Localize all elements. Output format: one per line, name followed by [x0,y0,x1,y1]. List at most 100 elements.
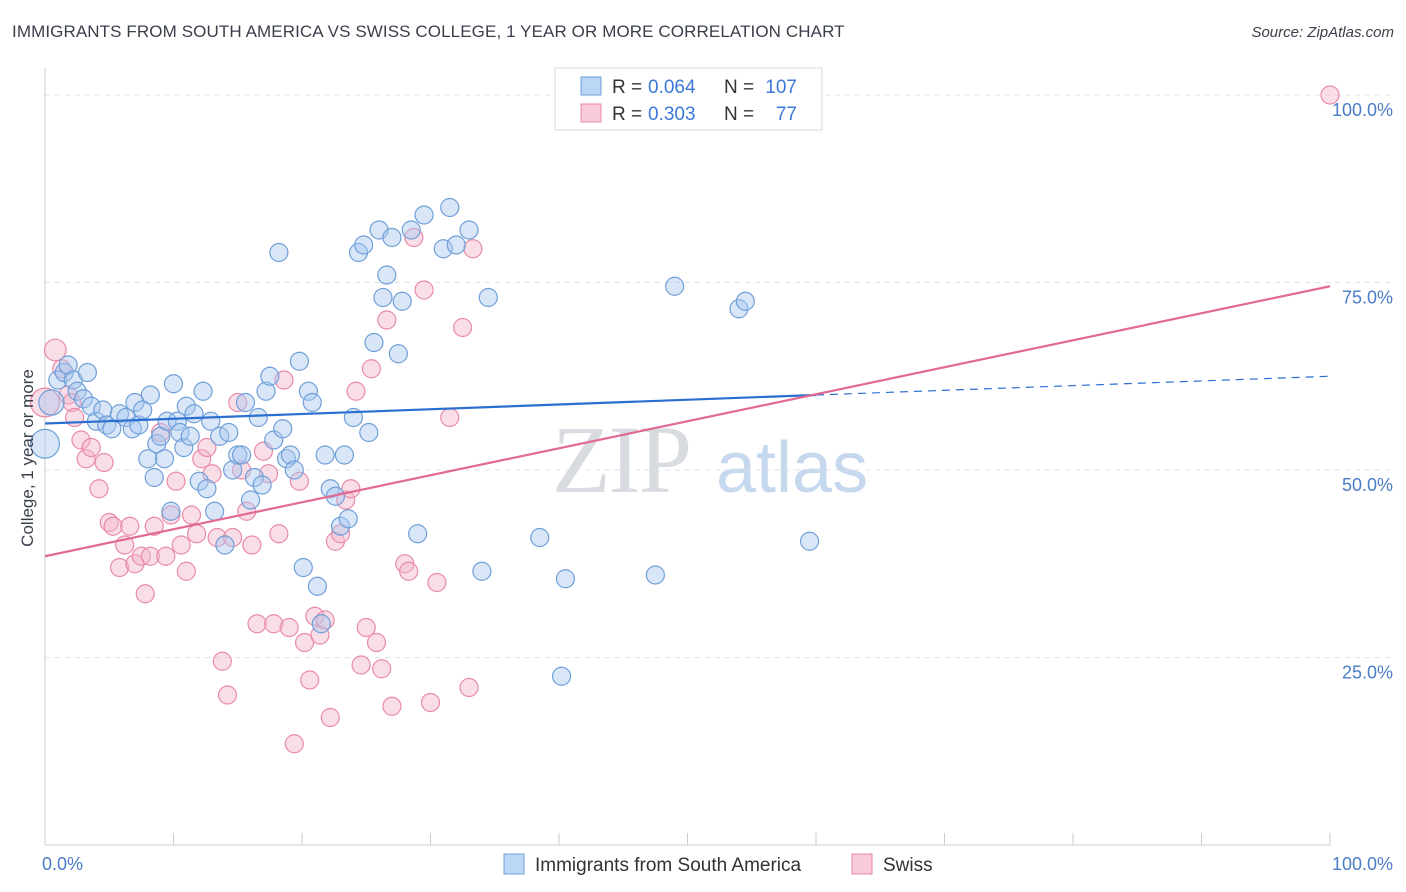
south-america-point [354,235,374,255]
south-america-point [392,291,412,311]
legend-pink-r-value: 0.303 [648,104,696,125]
south-america-point [215,535,235,555]
swiss-point [64,407,85,428]
trend-lines [44,285,1331,558]
swiss-point [279,617,299,638]
swiss-point [361,359,381,379]
south-america-point [302,392,322,413]
south-america-point [530,527,550,548]
south-america-point [58,355,78,375]
south-america-point [138,449,158,469]
swiss-point [269,524,289,544]
swiss-point [377,310,397,330]
south-america-point [280,445,301,465]
swiss-points [30,85,1340,754]
bottom-legend-swatch-blue [503,853,525,875]
swiss-point [81,437,101,458]
south-america-point [273,419,293,439]
swiss-point [315,610,335,630]
y-tick-label: 50.0% [1342,475,1393,495]
swiss-point [382,696,402,716]
south-america-point [180,426,200,446]
bottom-legend-pink-label: Swiss [883,855,933,876]
swiss-point [463,239,483,259]
y-axis-title: College, 1 year or more [18,369,37,547]
south-america-point [67,381,87,401]
swiss-point [284,734,304,754]
south-america-point [184,404,204,424]
swiss-point [289,471,310,491]
south-america-point [433,239,453,259]
south-america-point [446,235,466,255]
south-america-point [161,501,181,521]
bottom-legend-swatch-pink [851,853,873,875]
gridlines [45,94,1393,658]
south-america-point [125,392,145,413]
watermark-zip: ZIP [552,406,690,513]
south-america-point [77,362,98,383]
south-america-point [729,299,749,319]
swiss-point [187,524,207,544]
south-america-point [289,351,310,371]
swiss-point [242,535,262,555]
swiss-point [62,392,82,413]
south-america-point [799,531,820,551]
swiss-point [404,227,424,248]
swiss-point [144,516,164,536]
south-america-point [472,561,492,581]
swiss-point [71,430,91,450]
swiss-point [414,280,434,300]
swiss-point [351,655,371,675]
x-tick-label-max: 100.0% [1332,854,1393,874]
swiss-point [109,557,130,578]
swiss-point [171,535,191,555]
swiss-point [30,387,60,418]
swiss-point [89,479,109,499]
legend-blue-r-label: R = [612,77,647,98]
south-america-point [154,449,175,469]
south-america-point [307,576,328,596]
south-america-trend-line [44,393,817,425]
swiss-point [135,584,155,604]
south-america-point [377,265,397,285]
south-america-point [382,227,402,248]
swiss-point [346,381,366,401]
legend-swatch-blue [580,76,602,96]
source-credit: Source: ZipAtlas.com [1251,24,1394,41]
chart-title: IMMIGRANTS FROM SOUTH AMERICA VS SWISS C… [12,22,845,41]
south-america-point [645,565,665,585]
swiss-point [264,614,284,634]
swiss-point [330,524,351,544]
swiss-point [228,392,248,413]
swiss-point [420,692,441,713]
swiss-point [320,707,340,728]
south-america-point [197,479,217,499]
south-america-point [364,332,384,353]
south-america-point [102,419,122,439]
top-legend: R = 0.064 N = 107 R = 0.303 N = 77 [554,67,823,131]
swiss-point [459,677,479,698]
swiss-point [453,317,473,338]
south-america-point [174,437,194,458]
south-america-point [315,445,335,465]
swiss-point [43,338,67,362]
axes [44,68,1331,846]
legend-blue-n-value: 107 [765,77,797,98]
south-america-point [298,381,319,401]
swiss-point [125,554,145,574]
south-america-point [189,471,209,491]
swiss-point [166,471,186,491]
south-america-point [414,205,434,225]
south-america-point [408,524,428,544]
watermark-atlas: atlas [716,428,868,508]
south-america-point [205,501,225,521]
south-america-point [30,428,60,459]
swiss-point [156,546,176,566]
swiss-point [176,561,196,581]
south-america-point [73,389,94,409]
south-america-points [30,197,820,686]
south-america-point [235,392,256,413]
south-america-point [359,422,379,443]
bottom-legend-blue-label: Immigrants from South America [535,855,802,876]
swiss-point [223,527,243,548]
